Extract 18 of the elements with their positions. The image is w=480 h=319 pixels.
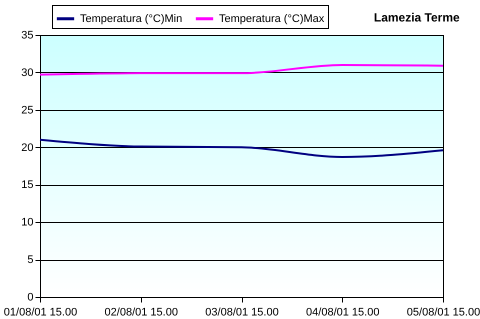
y-tick-label: 25 — [21, 104, 34, 116]
x-tick-label: 05/08/01 15.00 — [406, 306, 480, 318]
y-tick-label: 20 — [21, 142, 34, 154]
line-series — [39, 64, 444, 76]
y-tick-label: 10 — [21, 216, 34, 229]
x-tick-label: 02/08/01 15.00 — [104, 306, 178, 318]
x-tick-label: 01/08/01 15.00 — [4, 306, 78, 318]
y-tick-label: 35 — [21, 30, 34, 42]
line-series — [39, 138, 444, 158]
chart-title: Lamezia Terme — [374, 10, 460, 24]
x-tick-label: 03/08/01 15.00 — [205, 306, 279, 318]
y-tick-label: 5 — [27, 254, 34, 266]
y-tick-label: 0 — [27, 292, 34, 304]
y-tick-label: 30 — [21, 66, 34, 79]
legend-label: Temperatura (°C)Min — [80, 12, 182, 25]
legend-label: Temperatura (°C)Max — [219, 12, 325, 25]
y-tick-label: 15 — [21, 179, 34, 192]
x-tick-label: 04/08/01 15.00 — [306, 306, 380, 318]
